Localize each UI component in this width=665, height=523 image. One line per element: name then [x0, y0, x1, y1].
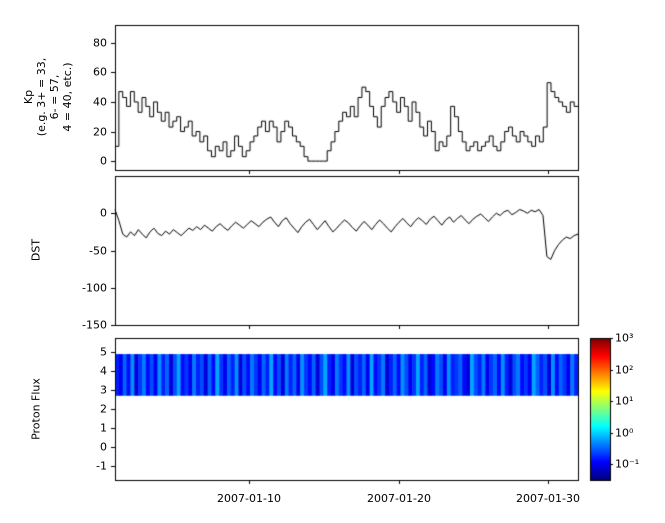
proton-flux-axis-label: Proton Flux	[29, 378, 43, 440]
proton-ytick-label: 4	[100, 364, 107, 378]
dst-axis-label: DST	[29, 238, 43, 262]
colorbar-tick-label: 10⁰	[615, 426, 634, 440]
colorbar-tick-label: 10³	[615, 331, 634, 345]
colorbar-tick-label: 10²	[615, 363, 634, 377]
proton-ytick-label: 2	[100, 402, 107, 416]
xtick-label: 2007-01-10	[217, 492, 281, 505]
colorbar-tick-label: 10¹	[615, 394, 634, 408]
dst-ytick-label: -100	[82, 281, 107, 295]
kp-ytick-label: 40	[93, 95, 107, 109]
xtick-label: 2007-01-20	[367, 492, 431, 505]
proton-ytick-label: 0	[100, 440, 107, 454]
kp-ytick-label: 0	[100, 154, 107, 168]
kp-ytick-label: 80	[93, 36, 107, 50]
dst-ytick-label: -150	[82, 318, 107, 332]
colorbar-tick-label: 10⁻¹	[615, 457, 640, 471]
kp-ytick-label: 20	[93, 125, 107, 138]
kp-ytick-label: 60	[93, 65, 107, 79]
proton-ytick-label: 3	[100, 383, 107, 397]
proton-ytick-label: -1	[96, 459, 107, 473]
xtick-label: 2007-01-30	[516, 492, 580, 505]
dst-ytick-label: -50	[89, 244, 107, 257]
proton-ytick-label: 5	[100, 345, 107, 359]
proton-ytick-label: 1	[100, 421, 107, 435]
dst-ytick-label: 0	[100, 206, 107, 220]
